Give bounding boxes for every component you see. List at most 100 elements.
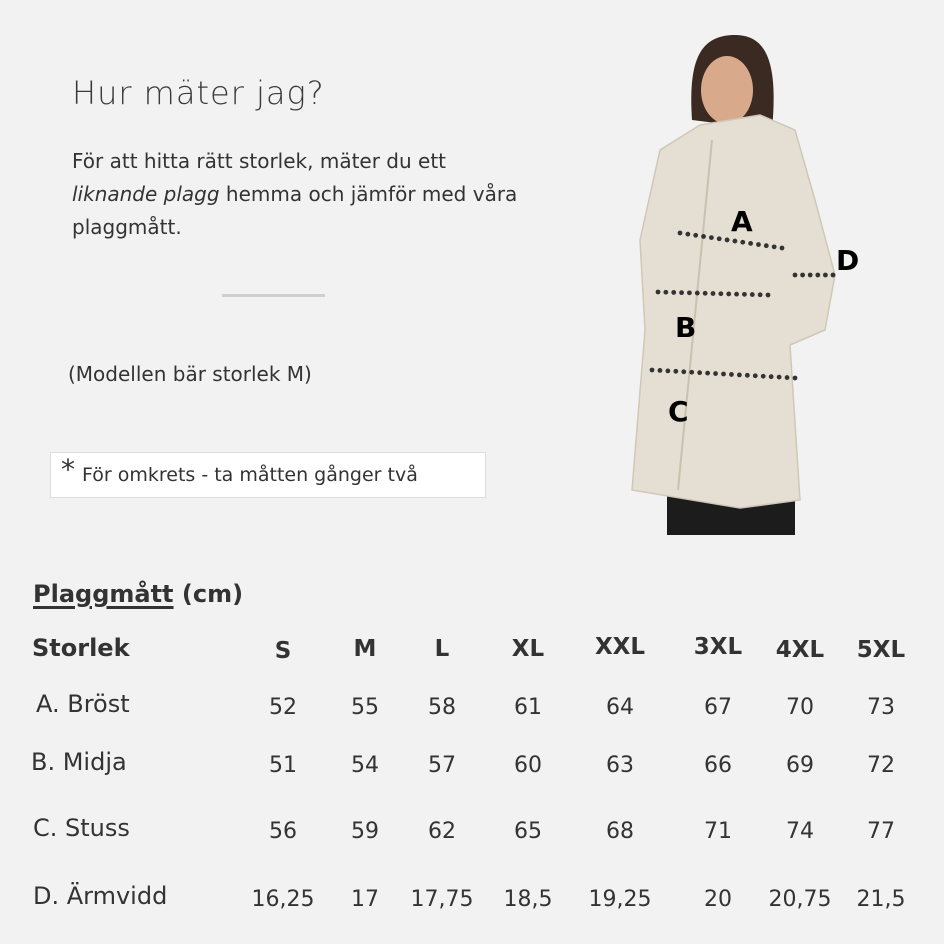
table-cell: 63	[606, 753, 634, 778]
measure-dot	[663, 289, 669, 295]
measure-dot	[752, 373, 758, 379]
measure-dot	[685, 231, 691, 237]
table-title: Plaggmått (cm)	[33, 580, 243, 608]
measure-dot	[765, 292, 771, 298]
table-cell: 67	[704, 695, 732, 720]
measure-dot	[693, 232, 699, 238]
table-cell: 17,75	[410, 887, 474, 912]
measure-dot	[708, 235, 714, 241]
measure-dot	[726, 291, 732, 297]
table-cell: 71	[704, 819, 732, 844]
measure-dot	[694, 290, 700, 296]
table-cell: 55	[351, 695, 379, 720]
intro-part1: För att hitta rätt storlek, mäter du ett	[72, 149, 447, 173]
table-cell: 69	[786, 753, 814, 778]
table-cell: 72	[867, 753, 895, 778]
row-label: B. Midja	[31, 748, 127, 776]
measure-dot	[705, 370, 711, 376]
measure-dot	[823, 272, 828, 278]
footnote-box: * För omkrets - ta måtten gånger två	[50, 452, 486, 498]
size-col-xxl: XXL	[594, 634, 646, 660]
size-col-5xl: 5XL	[856, 637, 906, 663]
measure-dot	[716, 236, 722, 242]
measure-dot	[748, 240, 754, 246]
measure-dot	[760, 373, 766, 379]
table-title-unit: (cm)	[181, 580, 244, 608]
label-c: C	[668, 395, 689, 428]
label-a: A	[731, 205, 753, 238]
measure-line-b	[655, 289, 771, 298]
measure-dot	[800, 272, 805, 278]
measure-dot	[784, 375, 790, 380]
row-label: D. Ärmvidd	[33, 882, 168, 910]
table-cell: 20	[704, 887, 732, 912]
measure-line-d	[792, 272, 836, 278]
measure-dot	[679, 290, 684, 296]
face	[701, 56, 753, 124]
table-cell: 18,5	[503, 887, 553, 912]
measure-dot	[756, 242, 761, 247]
size-col-l: L	[434, 636, 450, 662]
measure-dot	[815, 272, 821, 278]
measure-dot	[792, 375, 798, 381]
table-cell: 61	[514, 695, 542, 720]
table-cell: 59	[351, 819, 379, 844]
divider	[222, 294, 325, 297]
table-cell: 56	[269, 819, 297, 844]
intro-text: För att hitta rätt storlek, mäter du ett…	[72, 145, 532, 244]
row-label: A. Bröst	[36, 690, 130, 718]
measure-dot	[779, 245, 785, 251]
measure-dot	[671, 290, 677, 295]
model-photo: A B C D	[631, 35, 859, 535]
measure-dot	[681, 369, 687, 375]
measure-dot	[677, 230, 683, 236]
table-cell: 77	[867, 819, 895, 844]
table-cell: 54	[351, 753, 379, 778]
model-size-note: (Modellen bär storlek M)	[68, 362, 312, 386]
measure-dot	[655, 289, 661, 295]
table-cell: 66	[704, 753, 732, 778]
measure-dot	[732, 238, 738, 244]
measure-dot	[771, 244, 777, 250]
measure-line-a	[677, 230, 785, 251]
table-cell: 58	[428, 695, 456, 720]
table-cell: 62	[428, 819, 456, 844]
measure-dot	[744, 372, 750, 378]
row-label: C. Stuss	[33, 814, 130, 842]
measure-dot	[807, 272, 813, 278]
table-cell: 52	[269, 695, 297, 720]
table-cell: 51	[269, 753, 297, 778]
measure-dot	[665, 368, 671, 374]
table-cell: 60	[514, 753, 542, 778]
measure-dot	[697, 370, 703, 376]
measure-dot	[673, 368, 679, 374]
label-b: B	[675, 311, 696, 344]
table-cell: 68	[606, 819, 634, 844]
table-cell: 19,25	[588, 887, 652, 912]
measure-dot	[718, 291, 724, 297]
size-col-3xl: 3XL	[693, 634, 743, 660]
table-title-main: Plaggmått	[33, 580, 174, 608]
measure-dot	[701, 234, 706, 239]
measure-dot	[749, 292, 755, 297]
footnote-text: För omkrets - ta måtten gånger två	[82, 464, 418, 486]
measure-dot	[702, 290, 708, 296]
table-cell: 73	[867, 695, 895, 720]
measure-dot	[734, 291, 739, 297]
measure-dot	[724, 237, 730, 243]
measure-dot	[657, 368, 663, 373]
size-header: Storlek	[32, 634, 130, 662]
coat	[631, 114, 836, 509]
measure-dot	[763, 243, 769, 249]
measure-dot	[792, 272, 798, 278]
asterisk: *	[61, 453, 75, 486]
measure-dot	[687, 290, 692, 296]
measure-dot	[721, 371, 726, 377]
measure-dot	[740, 239, 746, 245]
size-col-4xl: 4XL	[775, 637, 825, 663]
table-cell: 57	[428, 753, 456, 778]
zipper	[677, 139, 713, 491]
table-cell: 74	[786, 819, 814, 844]
intro-italic: liknande plagg	[72, 182, 220, 206]
measure-dot	[710, 291, 716, 296]
